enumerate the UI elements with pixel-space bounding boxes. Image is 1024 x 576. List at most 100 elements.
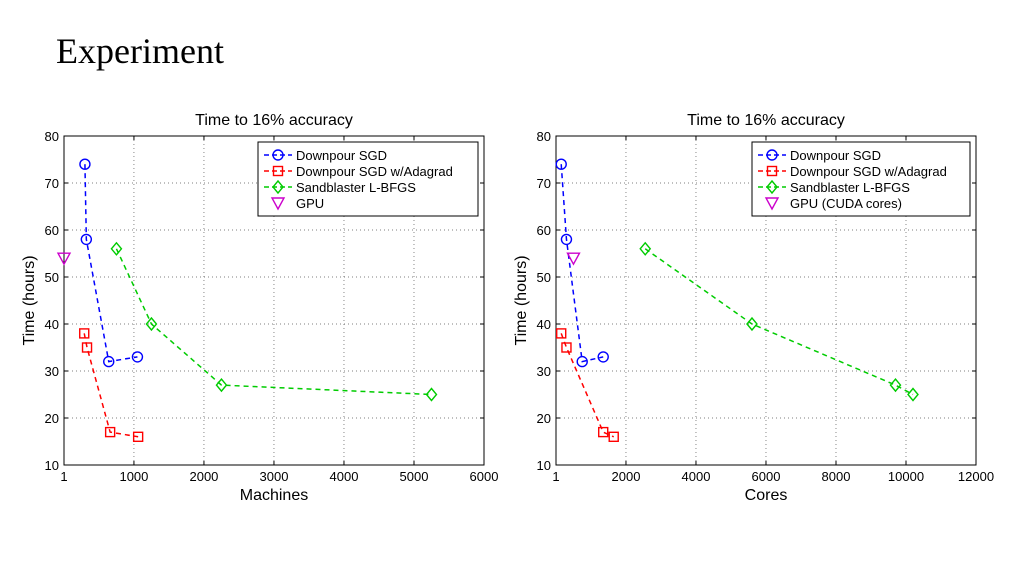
machines-legend-entry-downpour-sgd-w-adagrad: Downpour SGD w/Adagrad (264, 164, 453, 179)
machines-xtick-label: 2000 (189, 469, 218, 484)
machines-series-downpour-sgd-w-adagrad (79, 328, 144, 442)
cores-series-downpour-sgd-point (560, 233, 573, 246)
machines-series-downpour-sgd-point (131, 351, 144, 363)
cores-series-gpu-cuda-cores-point (566, 252, 581, 266)
machines-legend-entry-gpu-label: GPU (296, 196, 324, 211)
machines-xtick-label: 3000 (260, 469, 289, 484)
machines-legend-entry-sandblaster-l-bfgs: Sandblaster L-BFGS (264, 179, 416, 195)
machines-series-downpour-sgd-point (80, 233, 93, 246)
cores-title: Time to 16% accuracy (687, 112, 845, 129)
cores-legend-entry-gpu-cuda-cores-swatch-marker (764, 197, 780, 211)
machines-series-downpour-sgd-point (103, 355, 115, 368)
cores-xtick-label: 10000 (888, 469, 924, 484)
cores-legend-entry-downpour-sgd: Downpour SGD (758, 148, 881, 163)
cores-ytick-label: 50 (537, 270, 551, 285)
machines-xtick-label: 1000 (119, 469, 148, 484)
cores-legend-entry-gpu-cuda-cores-label: GPU (CUDA cores) (790, 196, 902, 211)
machines-legend-entry-downpour-sgd-swatch-marker (272, 149, 284, 161)
machines-legend-entry-downpour-sgd-w-adagrad-swatch-marker (272, 165, 284, 177)
cores-xtick-label: 1 (552, 469, 559, 484)
cores-ylabel: Time (hours) (513, 255, 530, 345)
machines-series-sandblaster-l-bfgs-point (215, 378, 228, 393)
cores-ytick-label: 80 (537, 129, 551, 144)
cores-xtick-label: 6000 (752, 469, 781, 484)
cores-legend-entry-downpour-sgd-w-adagrad: Downpour SGD w/Adagrad (758, 164, 947, 179)
cores-series-downpour-sgd-point (597, 351, 609, 363)
cores-xtick-label: 12000 (958, 469, 994, 484)
cores-series-downpour-sgd-w-adagrad-point (561, 342, 572, 353)
cores-xtick-label: 2000 (612, 469, 641, 484)
cores-series-sandblaster-l-bfgs-point (746, 316, 758, 332)
machines-series-sandblaster-l-bfgs-line (115, 248, 432, 396)
cores-series-downpour-sgd (555, 158, 609, 368)
machines-ylabel: Time (hours) (21, 255, 38, 345)
cores-series-gpu-cuda-cores (566, 252, 581, 266)
cores-series-downpour-sgd-w-adagrad (556, 328, 619, 442)
machines-legend-entry-downpour-sgd-w-adagrad-label: Downpour SGD w/Adagrad (296, 164, 453, 179)
cores-legend-box (751, 141, 971, 217)
machines-series-downpour-sgd-w-adagrad-line (83, 333, 139, 438)
cores-legend-entry-downpour-sgd-w-adagrad-swatch-marker (766, 165, 778, 177)
machines-ytick-label: 60 (45, 223, 59, 238)
cores-ytick-label: 20 (537, 411, 551, 426)
machines-series-gpu (56, 252, 72, 266)
cores-ytick-label: 30 (537, 364, 551, 379)
machines-xtick-label: 4000 (330, 469, 359, 484)
cores-series-downpour-sgd-point (576, 355, 588, 368)
cores-series-downpour-sgd-w-adagrad-point (556, 328, 567, 339)
machines-series-downpour-sgd-w-adagrad-point (132, 431, 144, 442)
machines-series-sandblaster-l-bfgs-point (145, 316, 158, 332)
machines-series-sandblaster-l-bfgs-point (425, 387, 438, 402)
machines-series-downpour-sgd-point (79, 158, 91, 170)
cores-legend-entry-gpu-cuda-cores: GPU (CUDA cores) (764, 196, 902, 211)
machines-legend-entry-downpour-sgd-label: Downpour SGD (296, 148, 387, 163)
cores-grid (556, 136, 976, 465)
machines-ytick-label: 20 (45, 411, 59, 426)
cores-series-sandblaster-l-bfgs-line (644, 248, 914, 396)
cores-legend-entry-downpour-sgd-w-adagrad-label: Downpour SGD w/Adagrad (790, 164, 947, 179)
machines-series-downpour-sgd-w-adagrad-point (81, 342, 93, 353)
cores-series-sandblaster-l-bfgs (639, 241, 919, 402)
machines-legend-entry-sandblaster-l-bfgs-swatch-marker (272, 179, 284, 195)
cores-series-sandblaster-l-bfgs-point (907, 387, 919, 402)
machines-ytick-label: 70 (45, 176, 59, 191)
machines-series-sandblaster-l-bfgs (110, 241, 438, 402)
cores-xtick-label: 4000 (682, 469, 711, 484)
cores-series-downpour-sgd-w-adagrad-line (560, 333, 615, 438)
machines-series-downpour-sgd-line (84, 164, 138, 363)
machines-legend-entry-downpour-sgd: Downpour SGD (264, 148, 387, 163)
cores-legend-entry-sandblaster-l-bfgs: Sandblaster L-BFGS (758, 179, 910, 195)
machines-title: Time to 16% accuracy (195, 112, 353, 129)
cores-legend-entry-downpour-sgd-label: Downpour SGD (790, 148, 881, 163)
machines-xtick-label: 6000 (470, 469, 499, 484)
machines-ytick-label: 80 (45, 129, 59, 144)
cores-series-downpour-sgd-w-adagrad-point (598, 426, 609, 438)
cores-ytick-label: 40 (537, 317, 551, 332)
machines-legend-entry-gpu: GPU (270, 196, 324, 211)
machines-series-downpour-sgd-w-adagrad-point (79, 328, 90, 339)
cores-ytick-label: 10 (537, 458, 551, 473)
cores-series-sandblaster-l-bfgs-point (639, 241, 652, 256)
cores-series-sandblaster-l-bfgs-point (889, 378, 902, 393)
machines-ytick-label: 40 (45, 317, 59, 332)
machines-legend-box (257, 141, 479, 217)
cores-series-downpour-sgd-point (555, 158, 567, 170)
slide-title: Experiment (56, 31, 224, 71)
chart-cores: Time to 16% accuracy 1 2000 4000 6000 8000 100… (492, 100, 1004, 520)
cores-ytick-label: 60 (537, 223, 551, 238)
machines-xtick-label: 1 (60, 469, 67, 484)
machines-xlabel: Machines (240, 487, 308, 504)
cores-series-downpour-sgd-line (560, 164, 604, 363)
machines-ytick-label: 30 (45, 364, 59, 379)
machines-series-downpour-sgd-w-adagrad-point (104, 426, 116, 438)
cores-xlabel: Cores (745, 487, 788, 504)
machines-legend-entry-sandblaster-l-bfgs-label: Sandblaster L-BFGS (296, 180, 416, 195)
machines-ytick-label: 50 (45, 270, 59, 285)
machines-series-sandblaster-l-bfgs-point (110, 241, 123, 256)
cores-legend-entry-sandblaster-l-bfgs-swatch-marker (766, 179, 778, 195)
cores-legend-entry-downpour-sgd-swatch-marker (766, 149, 778, 161)
machines-legend-entry-gpu-swatch-marker (270, 197, 286, 211)
